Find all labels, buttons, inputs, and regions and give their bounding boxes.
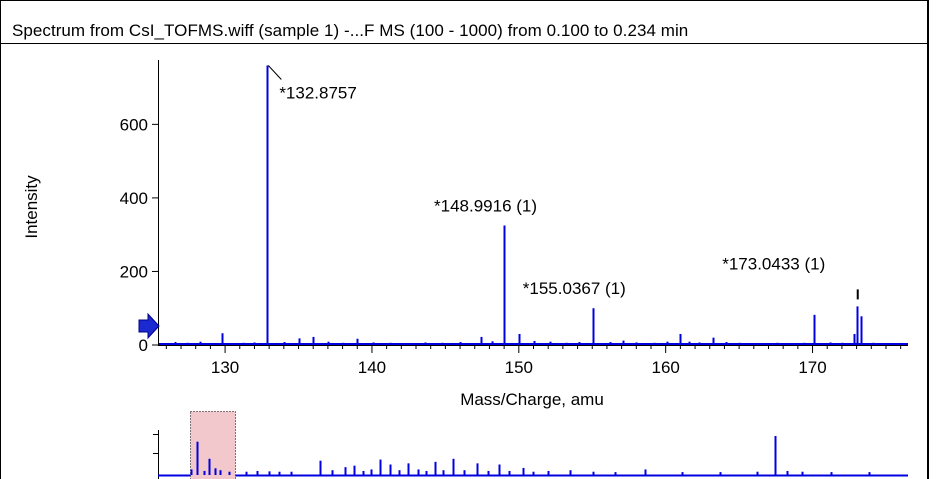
x-tick-label: 170 [798, 358, 826, 377]
x-tick-label: 140 [358, 358, 386, 377]
y-tick-label: 0 [139, 336, 148, 355]
frame-left-border [0, 43, 1, 479]
peak-label: *173.0433 (1) [722, 254, 825, 273]
x-axis-title: Mass/Charge, amu [460, 390, 604, 409]
y-axis-title: Intensity [22, 175, 41, 239]
x-tick-label: 160 [651, 358, 679, 377]
annotation-leader [267, 65, 282, 80]
y-tick-label: 600 [120, 115, 148, 134]
peak-label: *132.8757 [279, 84, 357, 103]
y-axis-ticks: 0 200 400 600 [120, 115, 158, 355]
spectrum-title: Spectrum from CsI_TOFMS.wiff (sample 1) … [12, 21, 689, 40]
x-tick-label: 150 [505, 358, 533, 377]
spectrum-peaks [159, 65, 908, 345]
y-tick-label: 400 [120, 189, 148, 208]
peak-label: *148.9916 (1) [434, 196, 537, 215]
peak-annotations: *132.8757 *148.9916 (1) *155.0367 (1) *173.… [267, 65, 859, 300]
peak-label: *155.0367 (1) [523, 279, 626, 298]
x-axis-ticks: 130 140 150 160 170 [165, 346, 902, 377]
y-tick-label: 200 [120, 262, 148, 281]
title-bar: Spectrum from CsI_TOFMS.wiff (sample 1) … [0, 0, 929, 44]
frame-right-border [927, 43, 929, 479]
arrow-right-icon[interactable] [138, 312, 160, 340]
x-tick-label: 130 [211, 358, 239, 377]
